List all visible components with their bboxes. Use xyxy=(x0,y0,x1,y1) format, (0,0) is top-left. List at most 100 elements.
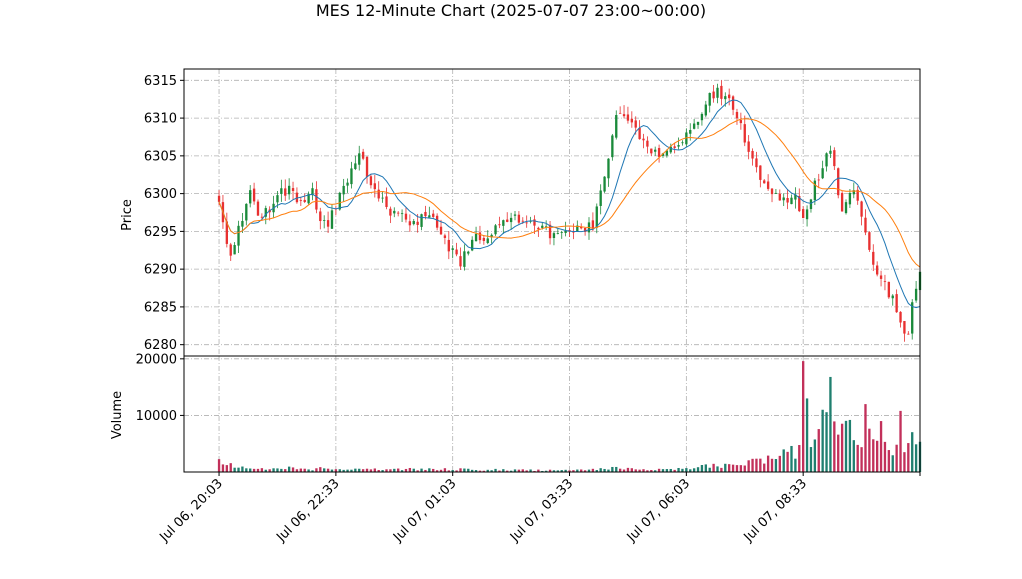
volume-bar xyxy=(482,470,486,472)
candle-body xyxy=(389,208,392,216)
volume-bar xyxy=(751,458,754,472)
volume-bar xyxy=(607,469,610,472)
candle-body xyxy=(712,91,715,99)
candle-body xyxy=(354,163,357,170)
candle-body xyxy=(661,153,665,156)
volume-bar xyxy=(342,469,345,472)
candle-body xyxy=(887,281,891,298)
volume-bar xyxy=(284,469,287,472)
volume-bar xyxy=(786,451,789,472)
candle-body xyxy=(249,190,252,204)
volume-bar xyxy=(615,466,618,472)
volume-bar xyxy=(564,469,567,472)
volume-bar xyxy=(478,470,482,472)
volume-bar xyxy=(517,469,521,472)
volume-bar xyxy=(373,468,376,472)
candle-body xyxy=(299,200,302,202)
chart-title: MES 12-Minute Chart (2025-07-07 23:00~00… xyxy=(316,1,706,20)
volume-bar xyxy=(611,466,614,472)
volume-bar xyxy=(268,469,271,472)
candle-body xyxy=(770,188,774,195)
candle-body xyxy=(646,140,649,147)
volume-bar xyxy=(319,467,322,472)
volume-bar xyxy=(358,468,361,472)
candle-body xyxy=(241,220,244,227)
volume-bar xyxy=(272,468,275,472)
volume-bar xyxy=(424,469,427,472)
candle-body xyxy=(541,225,544,228)
candle-body xyxy=(630,118,633,123)
volume-bar xyxy=(907,443,910,472)
candle-body xyxy=(513,214,517,216)
candle-body xyxy=(455,249,458,255)
candle-body xyxy=(404,213,408,220)
candle-body xyxy=(907,333,910,335)
volume-bar xyxy=(576,469,579,472)
volume-bar xyxy=(544,470,548,472)
volume-bar xyxy=(323,468,326,472)
volume-bar xyxy=(712,463,715,472)
volume-bar xyxy=(685,468,688,472)
candle-body xyxy=(459,256,462,267)
candle-body xyxy=(704,104,707,116)
volume-bar xyxy=(774,459,778,472)
volume-bar xyxy=(443,468,447,472)
candle-body xyxy=(840,193,844,212)
volume-bar xyxy=(743,465,746,472)
volume-bar xyxy=(903,452,906,472)
volume-bar xyxy=(245,468,248,472)
volume-bar xyxy=(471,469,474,472)
volume-bar xyxy=(502,469,505,472)
volume-bar xyxy=(755,458,758,472)
candle-body xyxy=(903,321,906,334)
price-tick-label: 6300 xyxy=(144,187,177,202)
volume-bar xyxy=(490,470,493,472)
volume-bar xyxy=(724,463,727,472)
axes xyxy=(183,68,921,473)
volume-bar xyxy=(583,470,587,472)
candle-body xyxy=(276,195,279,203)
volume-bar xyxy=(548,469,552,472)
volume-bar xyxy=(276,468,279,472)
volume-bar xyxy=(400,470,404,472)
candle-body xyxy=(677,145,680,147)
candle-body xyxy=(622,114,626,117)
volume-bar xyxy=(739,465,743,472)
candle-body xyxy=(284,188,287,196)
candle-body xyxy=(895,294,898,313)
candle-body xyxy=(735,111,739,119)
candle-body xyxy=(879,275,883,279)
volume-bar xyxy=(622,469,626,472)
volume-bar xyxy=(731,464,735,472)
candle-body xyxy=(654,149,657,152)
volume-bar xyxy=(735,465,739,472)
volume-bar xyxy=(580,469,583,472)
volume-bar xyxy=(439,469,443,472)
candle-body xyxy=(537,227,540,230)
candle-body xyxy=(432,213,435,217)
candle-body xyxy=(245,203,248,221)
volume-bar xyxy=(852,440,855,472)
candle-body xyxy=(443,235,447,238)
volume-bar xyxy=(572,470,575,472)
volume-bar xyxy=(221,464,225,472)
volume-bar xyxy=(837,434,840,472)
candle-body xyxy=(607,158,610,179)
candle-body xyxy=(393,210,396,214)
candle-body xyxy=(782,197,785,201)
volume-bar xyxy=(778,455,781,472)
volume-bar xyxy=(603,468,606,472)
candle-body xyxy=(731,96,735,110)
candle-body xyxy=(763,180,766,184)
candle-body xyxy=(747,141,750,152)
volume-bar xyxy=(412,468,415,472)
volume-bar xyxy=(233,467,236,472)
candle-body xyxy=(467,251,470,254)
volume-bar xyxy=(498,470,501,472)
candle-body xyxy=(330,210,334,229)
volume-bar xyxy=(249,468,252,472)
candle-body xyxy=(914,288,918,301)
candle-body xyxy=(237,225,240,246)
